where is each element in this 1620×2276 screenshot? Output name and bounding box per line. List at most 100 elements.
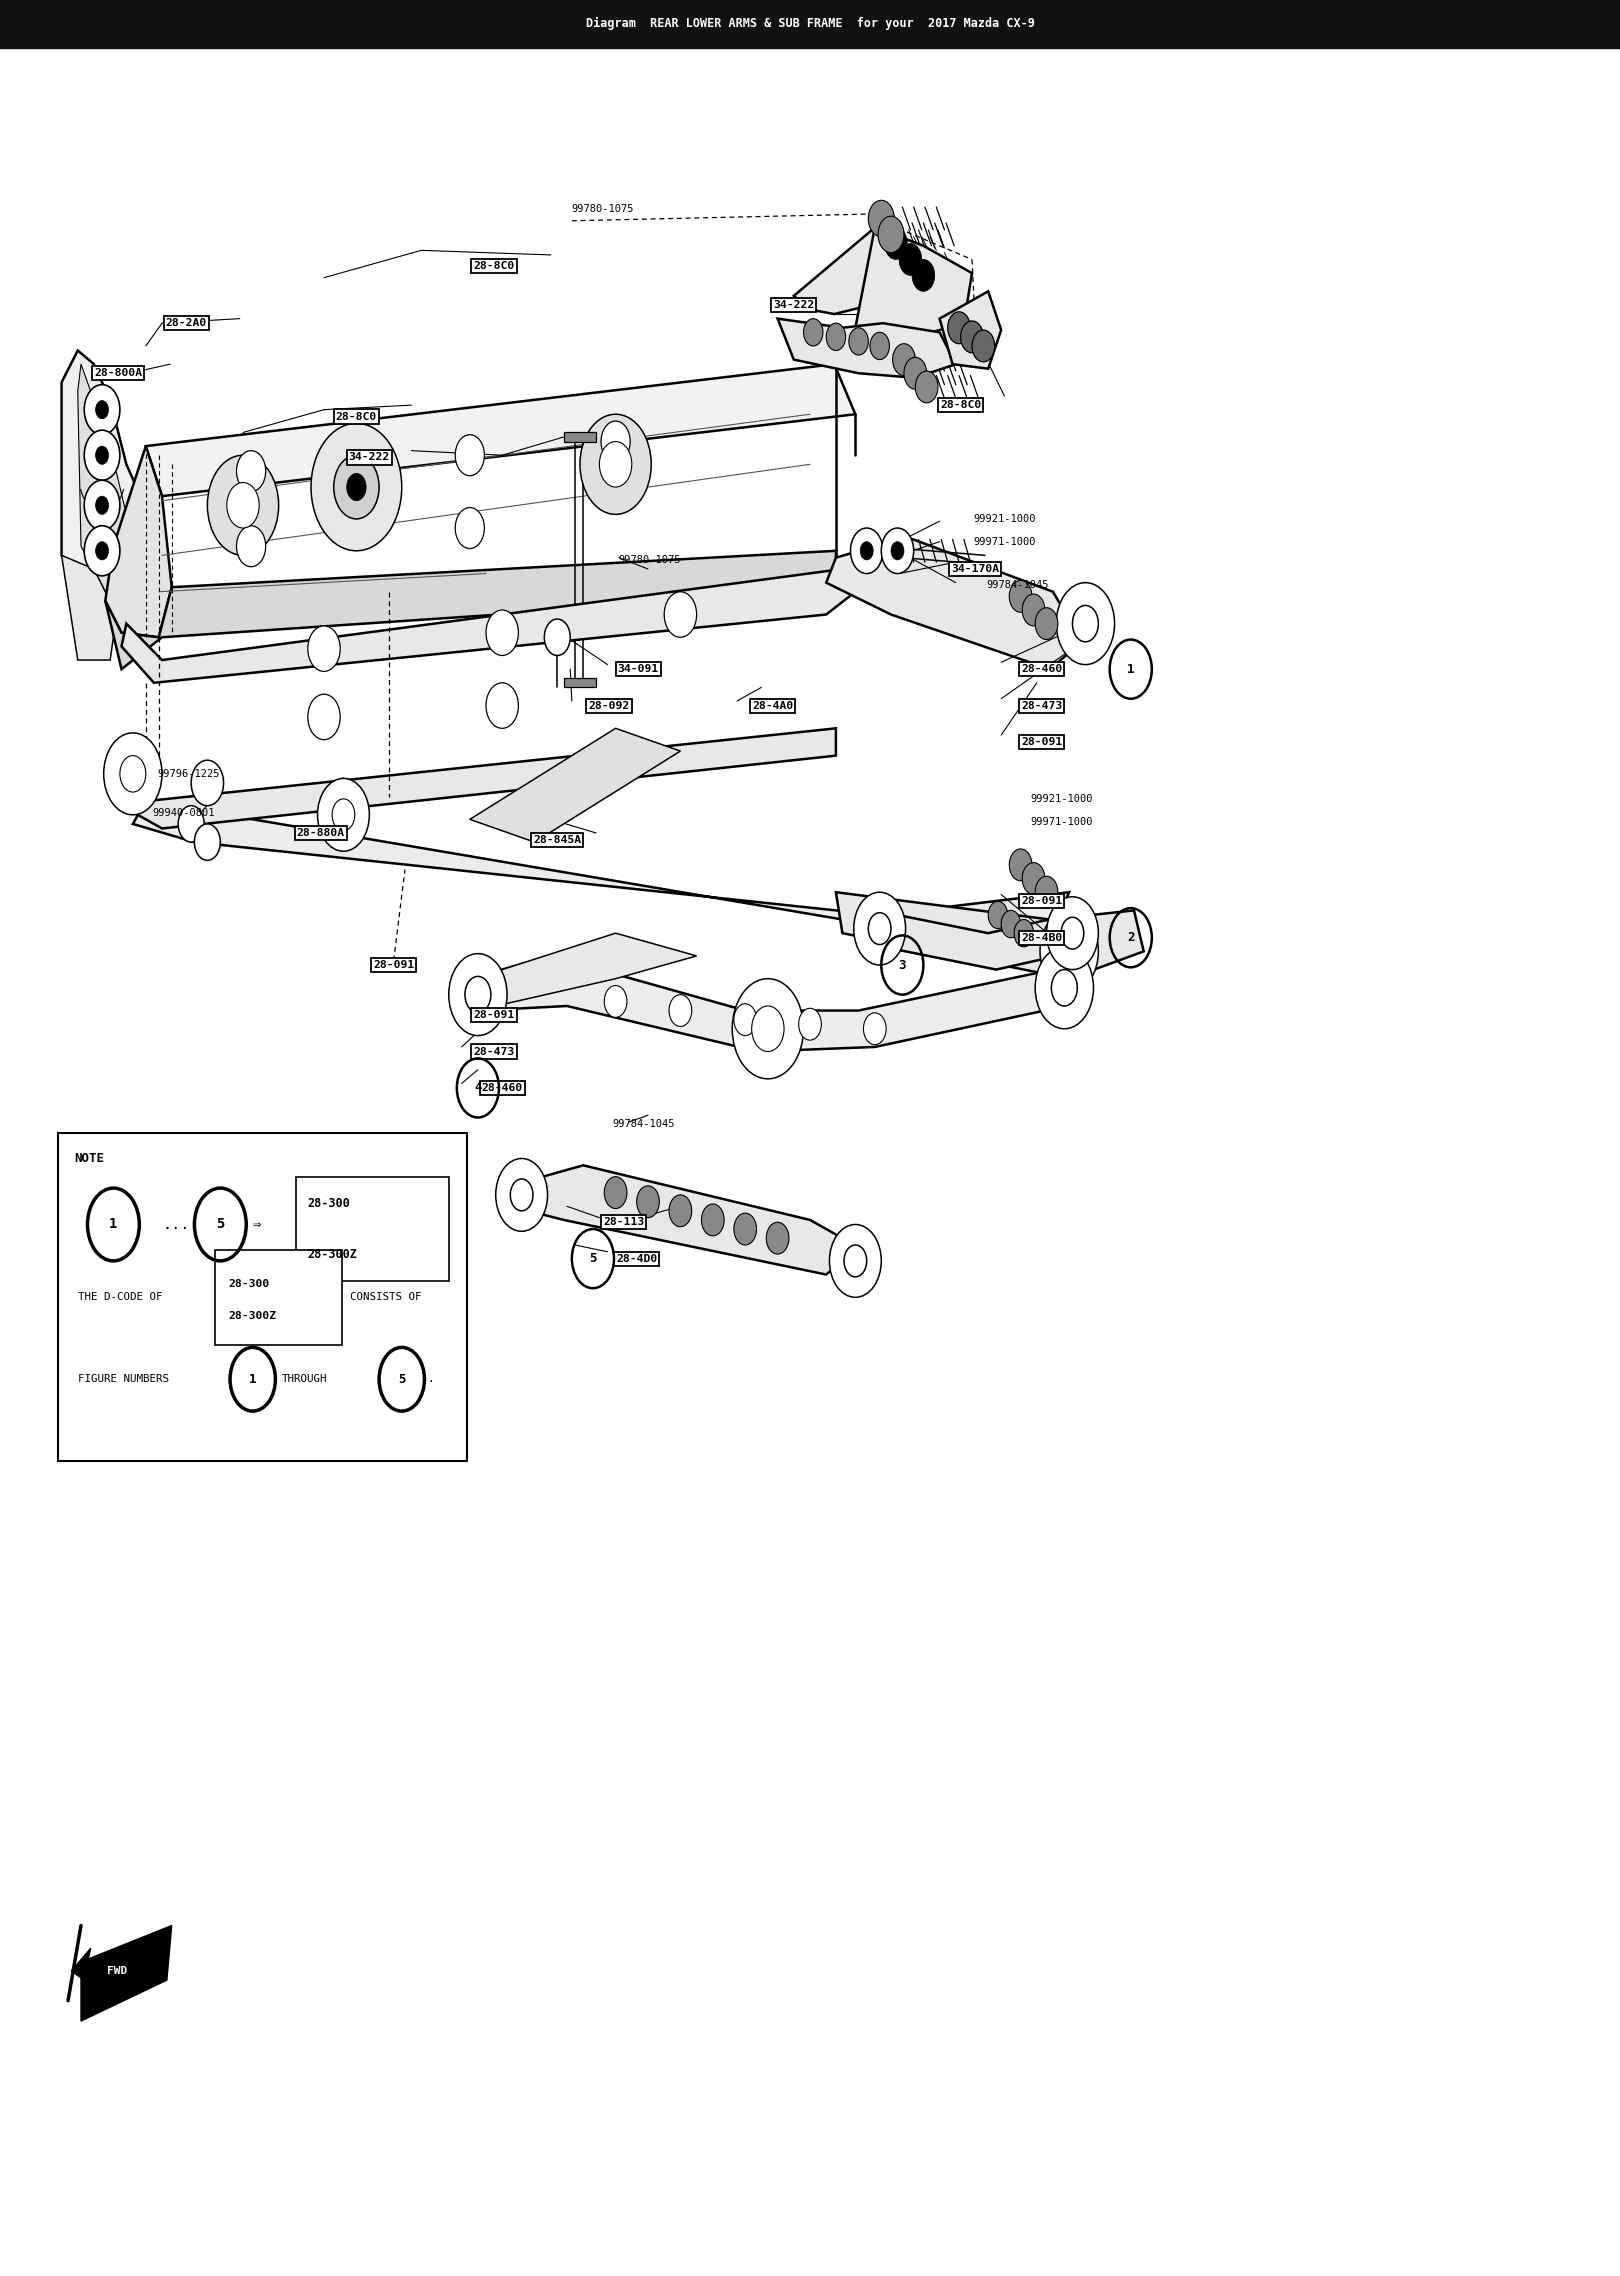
Circle shape [191,760,224,806]
Polygon shape [62,351,149,610]
Text: THE D-CODE OF: THE D-CODE OF [78,1293,162,1302]
Circle shape [84,430,120,480]
Text: 28-300: 28-300 [228,1279,269,1288]
Text: 28-880A: 28-880A [296,828,345,838]
Text: 99971-1000: 99971-1000 [974,537,1037,546]
Circle shape [96,446,109,464]
Circle shape [849,328,868,355]
Text: .: . [428,1375,434,1384]
Circle shape [1001,910,1021,938]
Circle shape [334,455,379,519]
Text: 99796-1225: 99796-1225 [157,769,220,778]
Circle shape [1022,863,1045,894]
Circle shape [844,1245,867,1277]
Polygon shape [855,228,972,346]
Circle shape [891,542,904,560]
Text: 34-222: 34-222 [348,453,390,462]
Circle shape [863,1013,886,1045]
Circle shape [637,1186,659,1218]
Text: 5: 5 [399,1372,405,1386]
Text: 99921-1000: 99921-1000 [974,514,1037,523]
Circle shape [84,526,120,576]
Text: ⇒: ⇒ [253,1218,261,1231]
Circle shape [449,954,507,1036]
Circle shape [893,344,915,376]
Text: 28-300Z: 28-300Z [228,1311,277,1320]
Bar [0,0,1620,48]
Circle shape [881,528,914,574]
Polygon shape [564,678,596,687]
Circle shape [104,733,162,815]
Circle shape [604,986,627,1017]
Polygon shape [470,956,1066,1052]
Circle shape [544,619,570,655]
Text: 99780-1075: 99780-1075 [619,555,682,564]
Circle shape [207,455,279,555]
Circle shape [669,995,692,1026]
Circle shape [870,332,889,360]
Polygon shape [875,910,1077,970]
Circle shape [1035,947,1094,1029]
Circle shape [988,901,1008,929]
Circle shape [237,451,266,492]
FancyBboxPatch shape [296,1177,449,1281]
Circle shape [1051,970,1077,1006]
Text: 99780-1075: 99780-1075 [572,205,635,214]
FancyBboxPatch shape [58,1133,467,1461]
Circle shape [860,542,873,560]
Polygon shape [470,728,680,842]
Circle shape [332,799,355,831]
Circle shape [885,228,907,259]
Text: 5: 5 [215,1218,225,1231]
Circle shape [84,480,120,530]
Circle shape [311,423,402,551]
Text: 28-091: 28-091 [473,1011,515,1020]
Text: 28-460: 28-460 [1021,665,1063,674]
Circle shape [96,496,109,514]
Text: 28-300Z: 28-300Z [308,1247,358,1261]
Text: 28-8C0: 28-8C0 [335,412,377,421]
Text: 28-4A0: 28-4A0 [752,701,794,710]
Text: 28-8C0: 28-8C0 [940,401,982,410]
Circle shape [804,319,823,346]
Circle shape [961,321,983,353]
Polygon shape [794,228,923,314]
Text: 28-2A0: 28-2A0 [165,319,207,328]
Text: 99971-1000: 99971-1000 [1030,817,1094,826]
Circle shape [347,473,366,501]
Text: 99784-1045: 99784-1045 [987,580,1050,589]
Text: 1: 1 [249,1372,256,1386]
Circle shape [308,626,340,671]
Circle shape [1072,605,1098,642]
Text: 28-091: 28-091 [1021,897,1063,906]
Circle shape [826,323,846,351]
Circle shape [915,371,938,403]
Text: 28-460: 28-460 [481,1083,523,1092]
Text: 28-113: 28-113 [603,1218,645,1227]
Polygon shape [81,1925,172,2021]
Text: 99784-1045: 99784-1045 [612,1120,676,1129]
Text: CONSISTS OF: CONSISTS OF [350,1293,421,1302]
Polygon shape [78,364,130,592]
Circle shape [1056,933,1082,970]
Circle shape [84,385,120,435]
Polygon shape [836,892,1144,979]
FancyBboxPatch shape [215,1250,342,1345]
Circle shape [96,401,109,419]
Circle shape [227,483,259,528]
Circle shape [510,1179,533,1211]
Circle shape [904,357,927,389]
Text: 5: 5 [590,1252,596,1265]
Circle shape [701,1204,724,1236]
Circle shape [455,508,484,549]
Circle shape [669,1195,692,1227]
Polygon shape [71,1948,107,1980]
Circle shape [854,892,906,965]
Circle shape [766,1222,789,1254]
Text: ...: ... [162,1218,190,1231]
Text: 34-170A: 34-170A [951,564,1000,574]
Text: 28-8C0: 28-8C0 [473,262,515,271]
Circle shape [850,528,883,574]
Polygon shape [510,1165,859,1275]
Circle shape [752,1006,784,1052]
